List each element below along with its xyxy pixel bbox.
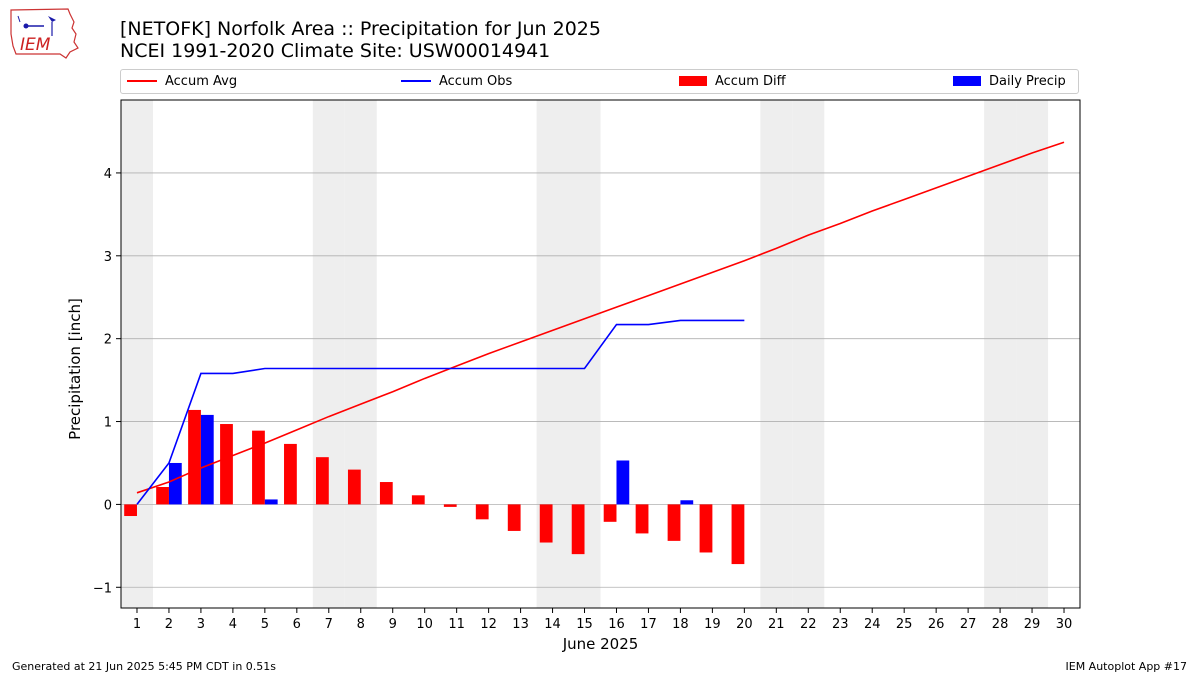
x-tick-label: 6	[293, 617, 301, 632]
x-tick-label: 24	[864, 617, 881, 632]
y-tick-label: 0	[104, 498, 112, 513]
legend-label-accum-diff: Accum Diff	[715, 74, 786, 89]
accum-diff-bar	[699, 504, 713, 553]
accum-diff-bar	[539, 504, 553, 543]
accum-obs-line	[136, 319, 745, 505]
y-axis-label: Precipitation [inch]	[66, 298, 84, 440]
accum-diff-bar	[475, 504, 489, 520]
x-tick-label: 4	[229, 617, 237, 632]
y-tick-label: 3	[104, 250, 112, 265]
accum-diff-bar	[603, 504, 617, 522]
footer-generated: Generated at 21 Jun 2025 5:45 PM CDT in …	[12, 660, 277, 673]
accum-diff-bar	[571, 504, 585, 555]
daily-precip-bar	[616, 460, 630, 505]
legend-label-accum-avg: Accum Avg	[165, 74, 238, 89]
chart-legend: Accum Avg Accum Obs Accum Diff Daily Pre…	[120, 69, 1079, 94]
x-tick-label: 27	[960, 617, 977, 632]
weekend-band	[984, 100, 1017, 608]
chart-title: [NETOFK] Norfolk Area :: Precipitation f…	[120, 18, 601, 62]
y-tick-label: −1	[93, 581, 112, 596]
x-tick-label: 12	[480, 617, 497, 632]
accum-diff-bar	[252, 430, 265, 505]
accum-diff-bar	[124, 504, 137, 517]
weekend-band	[312, 100, 345, 608]
title-line-2: NCEI 1991-2020 Climate Site: USW00014941	[120, 40, 551, 62]
x-tick-label: 30	[1056, 617, 1073, 632]
accum-diff-bar	[667, 504, 681, 541]
accum-diff-bar	[284, 443, 297, 505]
accum-diff-bar	[347, 469, 361, 505]
accum-diff-bar	[315, 457, 329, 505]
x-tick-label: 21	[768, 617, 785, 632]
accum-diff-bar	[411, 495, 425, 505]
x-tick-label: 23	[832, 617, 849, 632]
x-tick-label: 7	[325, 617, 333, 632]
x-tick-label: 10	[416, 617, 433, 632]
x-tick-label: 22	[800, 617, 817, 632]
x-tick-label: 16	[608, 617, 625, 632]
legend-item-daily-precip: Daily Precip	[953, 74, 1066, 90]
x-tick-label: 11	[448, 617, 465, 632]
title-line-1: [NETOFK] Norfolk Area :: Precipitation f…	[120, 18, 601, 40]
x-tick-label: 9	[389, 617, 397, 632]
legend-item-accum-obs: Accum Obs	[401, 74, 512, 90]
x-tick-label: 20	[736, 617, 753, 632]
x-tick-label: 17	[640, 617, 657, 632]
legend-item-accum-diff: Accum Diff	[679, 74, 786, 90]
accum-diff-bar	[188, 409, 201, 505]
legend-label-accum-obs: Accum Obs	[439, 74, 513, 89]
weekend-band	[792, 100, 825, 608]
daily-precip-bar	[264, 499, 278, 505]
daily-precip-bar	[200, 414, 214, 505]
accum-diff-bar	[220, 424, 233, 505]
x-tick-label: 8	[357, 617, 365, 632]
logo-text: IEM	[20, 35, 51, 55]
x-tick-label: 25	[896, 617, 913, 632]
accum-diff-bar	[635, 504, 649, 534]
legend-swatch-avg	[127, 79, 157, 82]
x-tick-label: 15	[576, 617, 593, 632]
accum-diff-bar	[379, 482, 393, 505]
x-tick-label: 13	[512, 617, 529, 632]
legend-label-daily-precip: Daily Precip	[989, 74, 1066, 89]
legend-item-accum-avg: Accum Avg	[127, 74, 237, 90]
y-tick-label: 2	[104, 333, 112, 348]
x-axis-label: June 2025	[562, 635, 639, 653]
accum-diff-bar	[443, 504, 457, 507]
daily-precip-bar	[680, 500, 694, 505]
iem-logo: IEM	[8, 6, 80, 60]
x-tick-label: 3	[197, 617, 205, 632]
x-tick-label: 19	[704, 617, 721, 632]
plot-frame	[120, 99, 1081, 609]
accum-avg-line	[136, 141, 1065, 494]
x-tick-label: 26	[928, 617, 945, 632]
weekend-band	[1016, 100, 1049, 608]
weekend-band	[760, 100, 793, 608]
x-tick-label: 28	[992, 617, 1009, 632]
daily-precip-bar	[168, 462, 182, 505]
weekend-band	[344, 100, 377, 608]
legend-swatch-obs	[401, 79, 431, 82]
y-tick-label: 1	[104, 416, 112, 431]
x-tick-label: 5	[261, 617, 269, 632]
y-tick-label: 4	[104, 167, 112, 182]
x-tick-label: 2	[165, 617, 173, 632]
x-tick-label: 1	[133, 617, 141, 632]
accum-diff-bar	[156, 487, 169, 505]
legend-swatch-daily	[953, 75, 981, 86]
weekend-band	[121, 100, 153, 608]
footer-app-id: IEM Autoplot App #17	[1065, 660, 1188, 673]
legend-swatch-diff	[679, 75, 707, 86]
x-tick-label: 14	[544, 617, 561, 632]
x-tick-label: 29	[1024, 617, 1041, 632]
accum-diff-bar	[507, 504, 521, 531]
x-tick-label: 18	[672, 617, 689, 632]
accum-diff-bar	[731, 504, 745, 565]
